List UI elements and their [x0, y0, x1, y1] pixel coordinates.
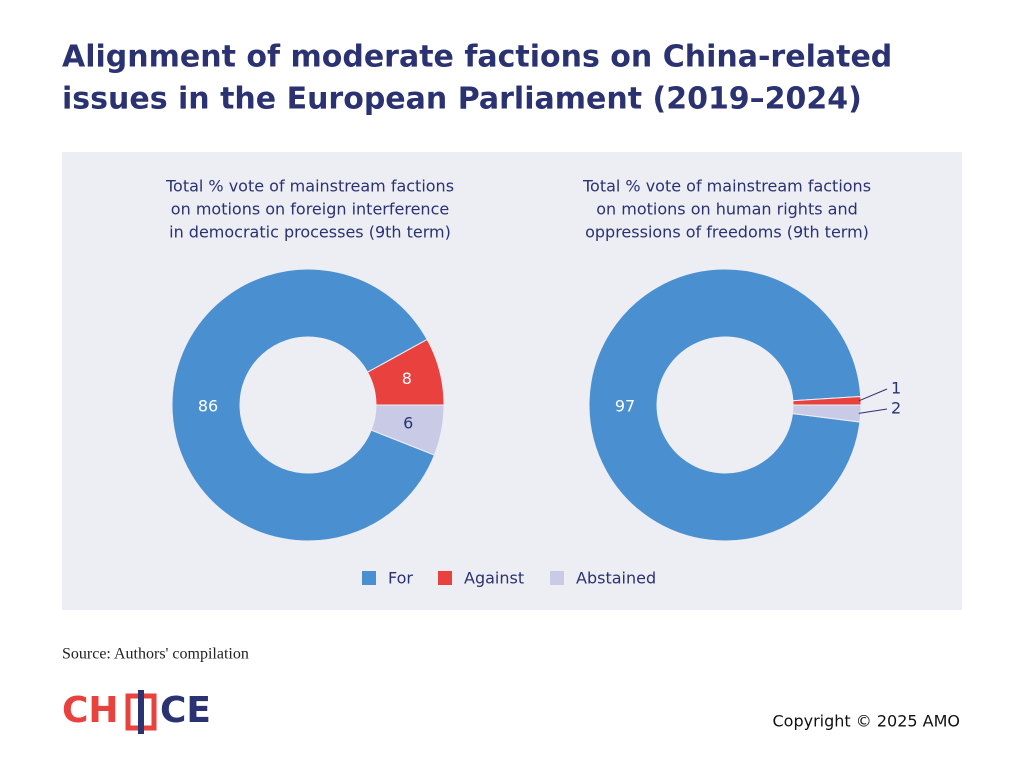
data-label: 6	[403, 414, 413, 433]
legend-swatch	[438, 571, 452, 585]
logo: CH	[62, 690, 119, 731]
subtitle: Total % vote of mainstream factions	[165, 177, 454, 196]
leader-line	[858, 388, 888, 402]
source: Source: Authors' compilation	[62, 646, 249, 663]
slice	[171, 268, 436, 542]
copyright: Copyright © 2025 AMO	[773, 712, 961, 731]
subtitle: on motions on human rights and	[596, 200, 858, 219]
logo: CE	[160, 690, 211, 731]
leader-line	[858, 408, 888, 414]
title: Alignment of moderate factions on China-…	[62, 40, 892, 75]
title: issues in the European Parliament (2019–…	[62, 82, 862, 117]
subtitle: Total % vote of mainstream factions	[582, 177, 871, 196]
slice	[370, 404, 445, 456]
subtitle: on motions on foreign interference	[171, 200, 449, 219]
legend-label: For	[388, 569, 413, 588]
logo-icon	[125, 690, 157, 734]
subtitle: in democratic processes (9th term)	[169, 223, 451, 242]
data-label: 2	[891, 399, 901, 418]
slice	[588, 268, 862, 542]
subtitle: oppressions of freedoms (9th term)	[585, 223, 869, 242]
data-label: 86	[198, 397, 218, 416]
legend-swatch	[550, 571, 564, 585]
data-label: 97	[615, 397, 635, 416]
legend-swatch	[362, 571, 376, 585]
data-label: 1	[891, 379, 901, 398]
legend-label: Abstained	[576, 569, 656, 588]
slice	[791, 404, 862, 423]
data-label: 8	[402, 369, 412, 388]
legend-label: Against	[464, 569, 524, 588]
